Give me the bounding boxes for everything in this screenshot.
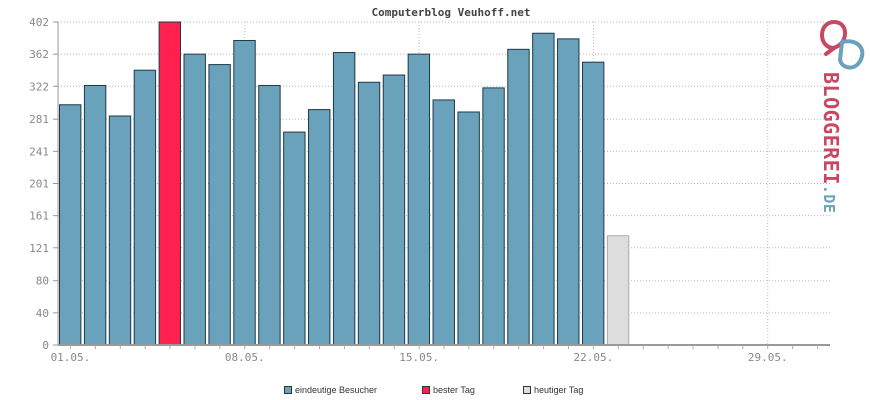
x-tick-labels: 01.05. 08.05. 15.05. 22.05. 29.05. [51,351,788,364]
y-tick-label: 121 [29,242,49,255]
bar [133,69,157,346]
grid-lines [53,21,830,346]
y-tick-label: 80 [36,275,49,288]
x-tick-label: 22.05. [574,351,614,364]
bar [108,115,132,346]
legend-swatch-visitors [284,386,292,394]
bar-today [606,235,630,346]
bar [83,84,107,346]
chart-legend: eindeutige Besucher bester Tag heutiger … [0,385,870,399]
bar [332,52,356,346]
bar [507,48,530,346]
bar-best-day [158,21,182,346]
bar [308,109,331,346]
bar [457,111,480,346]
legend-item-best-day: bester Tag [422,385,475,395]
bar [581,61,605,346]
y-tick-labels: 0 40 80 121 161 201 241 281 322 362 402 [29,16,49,352]
bars [59,21,630,346]
bar [357,81,381,346]
y-tick-label: 281 [29,113,49,126]
bar [382,74,406,346]
x-tick-label: 15.05. [399,351,439,364]
legend-label-today: heutiger Tag [534,385,584,395]
bar [407,53,431,346]
bloggerei-logo-main: BLOGGEREI [819,72,843,185]
y-tick-label: 40 [36,307,49,320]
bar [233,39,256,346]
legend-item-visitors: eindeutige Besucher [284,385,377,395]
bar [208,64,231,346]
bloggerei-logo-text: BLOGGEREI.DE [819,72,843,213]
bloggerei-logo-suffix: .DE [820,185,838,214]
bar [59,104,82,346]
y-tick-label: 322 [29,80,49,93]
y-tick-label: 362 [29,48,49,61]
bar [557,38,580,346]
y-tick-label: 201 [29,178,49,191]
axes [57,22,830,349]
bloggerei-logo-icon [820,20,865,70]
y-tick-label: 402 [29,16,49,29]
bar [482,87,505,346]
legend-swatch-best-day [422,386,430,394]
bar [258,84,281,346]
bar [183,53,206,346]
bloggerei-logo: BLOGGEREI.DE [819,20,865,213]
bar [283,131,306,346]
x-tick-label: 08.05. [225,351,265,364]
legend-label-best-day: bester Tag [433,385,475,395]
x-tick-label: 01.05. [51,351,91,364]
x-tick-label: 29.05. [748,351,788,364]
legend-label-visitors: eindeutige Besucher [295,385,378,395]
y-tick-label: 241 [29,145,49,158]
bar [432,99,455,346]
legend-swatch-today [523,386,531,394]
y-tick-label: 161 [29,210,49,223]
y-tick-label: 0 [42,339,49,352]
legend-item-today: heutiger Tag [523,385,583,395]
chart-title: Computerblog Veuhoff.net [372,6,531,19]
bar [532,32,555,346]
